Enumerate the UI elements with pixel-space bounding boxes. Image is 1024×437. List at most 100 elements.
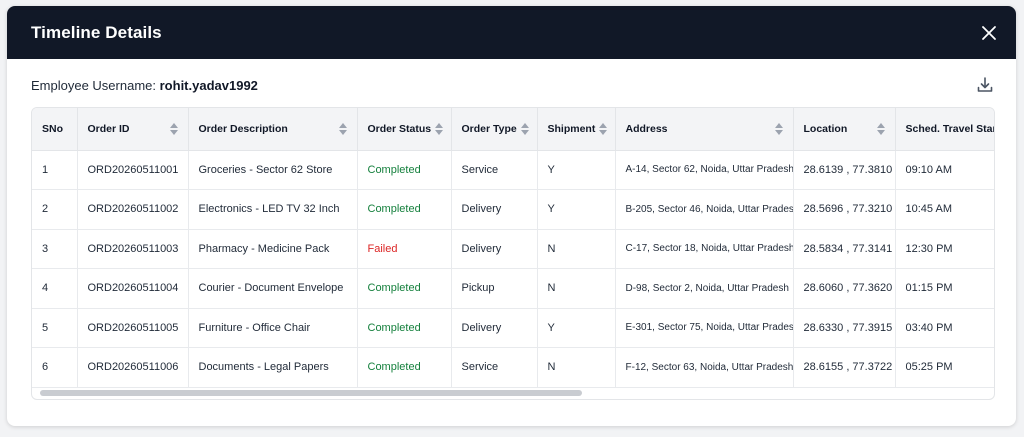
column-header-location[interactable]: Location <box>793 108 896 151</box>
cell-order-description: Electronics - LED TV 32 Inch <box>188 189 358 230</box>
column-header-order-description[interactable]: Order Description <box>188 108 358 151</box>
modal-title: Timeline Details <box>31 22 162 42</box>
column-header-label: Order Description <box>198 122 288 135</box>
column-header-order-status[interactable]: Order Status <box>357 108 452 151</box>
close-button[interactable] <box>978 22 1000 44</box>
cell-shipment: Y <box>537 150 616 190</box>
employee-label: Employee Username: <box>31 78 156 93</box>
modal-header: Timeline Details <box>7 6 1016 59</box>
cell-address: C-17, Sector 18, Noida, Uttar Pradesh <box>615 229 794 269</box>
column-header-order-type[interactable]: Order Type <box>451 108 538 151</box>
cell-location: 28.5696 , 77.3210 <box>793 189 896 230</box>
column-header-address[interactable]: Address <box>615 108 794 151</box>
timeline-details-modal: Timeline Details Employee Username: rohi… <box>7 6 1016 426</box>
cell-order-id: ORD20260511001 <box>77 150 189 190</box>
cell-address: D-98, Sector 2, Noida, Uttar Pradesh <box>615 268 794 309</box>
cell-order-status: Failed <box>357 229 452 269</box>
cell-sno: 3 <box>32 229 78 269</box>
column-header-label: Order ID <box>87 122 130 135</box>
column-header-label: SNo <box>42 122 63 135</box>
cell-order-type: Delivery <box>451 308 538 348</box>
horizontal-scrollbar-thumb[interactable] <box>40 390 582 396</box>
download-button[interactable] <box>974 74 996 96</box>
cell-location: 28.6139 , 77.3810 <box>793 150 896 190</box>
cell-shipment: Y <box>537 308 616 348</box>
horizontal-scrollbar[interactable] <box>40 390 986 396</box>
cell-sno: 4 <box>32 268 78 309</box>
cell-sno: 6 <box>32 347 78 388</box>
cell-order-status: Completed <box>357 189 452 230</box>
cell-sno: 5 <box>32 308 78 348</box>
close-icon <box>982 25 996 40</box>
cell-location: 28.5834 , 77.3141 <box>793 229 896 269</box>
cell-shipment: N <box>537 268 616 309</box>
sort-icon[interactable] <box>774 122 783 135</box>
cell-sched-travel-start: 05:25 PM <box>895 347 994 388</box>
cell-order-id: ORD20260511004 <box>77 268 189 309</box>
column-header-sno: SNo <box>32 108 78 151</box>
column-header-label: Sched. Travel Start <box>905 122 995 135</box>
cell-order-status: Completed <box>357 268 452 309</box>
table-row[interactable]: 5 ORD20260511005 Furniture - Office Chair C… <box>32 308 994 348</box>
table-row[interactable]: 4 ORD20260511004 Courier - Document Envelo… <box>32 268 994 309</box>
cell-order-type: Delivery <box>451 229 538 269</box>
cell-order-id: ORD20260511006 <box>77 347 189 388</box>
table-header-row: SNo Order ID Order Description Order Status… <box>32 108 995 151</box>
cell-address: A-14, Sector 62, Noida, Uttar Pradesh <box>615 150 794 190</box>
cell-order-status: Completed <box>357 308 452 348</box>
column-header-label: Location <box>803 122 848 135</box>
cell-order-description: Documents - Legal Papers <box>188 347 358 388</box>
cell-shipment: N <box>537 347 616 388</box>
table-row[interactable]: 3 ORD20260511003 Pharmacy - Medicine Pack F… <box>32 229 994 269</box>
column-header-label: Address <box>625 122 668 135</box>
cell-order-description: Furniture - Office Chair <box>188 308 358 348</box>
table-row[interactable]: 1 ORD20260511001 Groceries - Sector 62 Sto… <box>32 150 994 190</box>
cell-order-description: Pharmacy - Medicine Pack <box>188 229 358 269</box>
cell-order-description: Groceries - Sector 62 Store <box>188 150 358 190</box>
download-icon <box>977 77 993 92</box>
sort-icon[interactable] <box>338 122 347 135</box>
cell-order-id: ORD20260511003 <box>77 229 189 269</box>
sort-icon[interactable] <box>435 122 444 135</box>
cell-order-id: ORD20260511005 <box>77 308 189 348</box>
cell-order-id: ORD20260511002 <box>77 189 189 230</box>
column-header-label: Order Status <box>367 122 432 135</box>
column-header-order-id[interactable]: Order ID <box>77 108 189 151</box>
cell-shipment: Y <box>537 189 616 230</box>
table-body: 1 ORD20260511001 Groceries - Sector 62 Sto… <box>32 150 994 388</box>
cell-shipment: N <box>537 229 616 269</box>
sort-icon[interactable] <box>169 122 178 135</box>
cell-sched-travel-start: 12:30 PM <box>895 229 994 269</box>
cell-address: E-301, Sector 75, Noida, Uttar Pradesh <box>615 308 794 348</box>
cell-sno: 2 <box>32 189 78 230</box>
sort-icon[interactable] <box>520 122 529 135</box>
cell-address: F-12, Sector 63, Noida, Uttar Pradesh <box>615 347 794 388</box>
table-row[interactable]: 2 ORD20260511002 Electronics - LED TV 32 I… <box>32 189 994 230</box>
employee-username: rohit.yadav1992 <box>159 78 258 93</box>
cell-sched-travel-start: 01:15 PM <box>895 268 994 309</box>
orders-table: SNo Order ID Order Description Order Status… <box>32 108 994 388</box>
cell-sched-travel-start: 09:10 AM <box>895 150 994 190</box>
column-header-label: Order Type <box>461 122 517 135</box>
cell-order-status: Completed <box>357 150 452 190</box>
cell-order-status: Completed <box>357 347 452 388</box>
cell-order-type: Pickup <box>451 268 538 309</box>
table-row[interactable]: 6 ORD20260511006 Documents - Legal Papers C… <box>32 347 994 388</box>
orders-table-container: SNo Order ID Order Description Order Status… <box>31 107 995 400</box>
cell-sched-travel-start: 10:45 AM <box>895 189 994 230</box>
cell-address: B-205, Sector 46, Noida, Uttar Pradesh <box>615 189 794 230</box>
cell-sched-travel-start: 03:40 PM <box>895 308 994 348</box>
column-header-label: Shipment <box>547 122 596 135</box>
cell-sno: 1 <box>32 150 78 190</box>
cell-order-type: Delivery <box>451 189 538 230</box>
cell-location: 28.6330 , 77.3915 <box>793 308 896 348</box>
orders-table-scroll-area[interactable]: SNo Order ID Order Description Order Status… <box>32 108 994 388</box>
column-header-shipment[interactable]: Shipment <box>537 108 616 151</box>
cell-location: 28.6060 , 77.3620 <box>793 268 896 309</box>
cell-location: 28.6155 , 77.3722 <box>793 347 896 388</box>
cell-order-type: Service <box>451 150 538 190</box>
sort-icon[interactable] <box>599 122 608 135</box>
cell-order-type: Service <box>451 347 538 388</box>
column-header-sched-travel-start: Sched. Travel Start <box>895 108 995 151</box>
sort-icon[interactable] <box>876 122 885 135</box>
